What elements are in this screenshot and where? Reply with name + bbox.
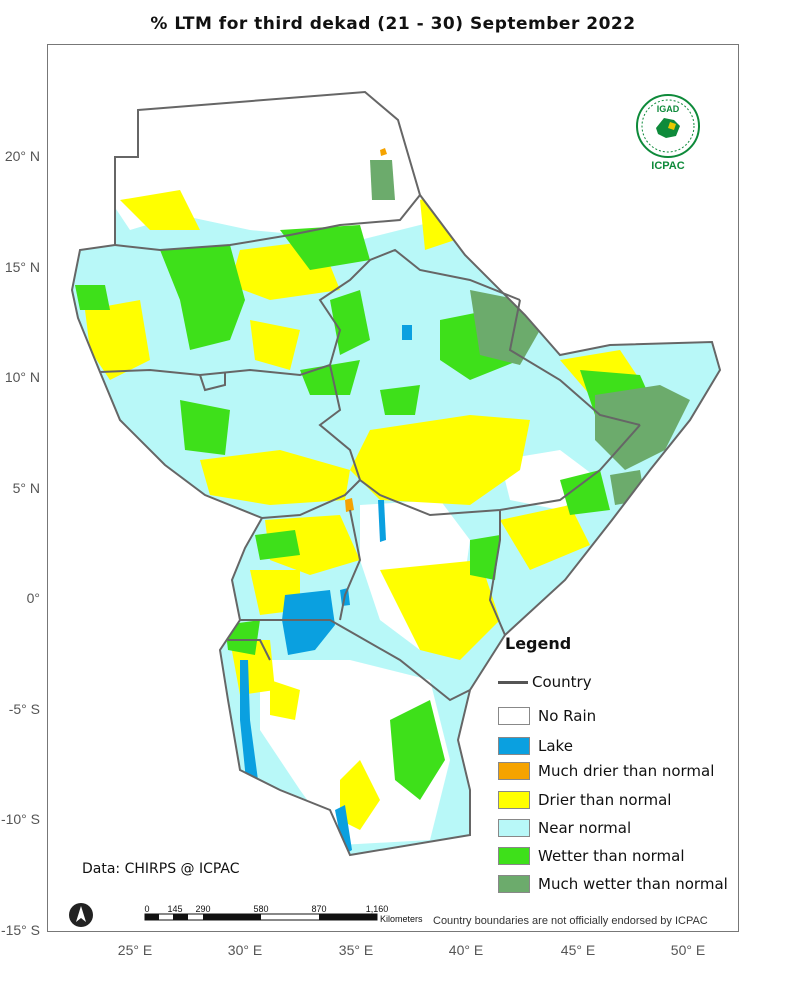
lake-victoria [282, 590, 335, 655]
drier-zone [350, 415, 530, 505]
no-rain-zone [260, 660, 450, 845]
legend-label: Wetter than normal [538, 847, 685, 865]
much-wetter-zone [370, 160, 395, 200]
wetter-zone [280, 225, 370, 270]
country-border [228, 639, 271, 661]
lat-tick: 20° N [4, 148, 40, 164]
drier-zone [85, 300, 150, 380]
scale-label: 145 [167, 904, 183, 914]
drier-zone [380, 560, 500, 660]
country-border [114, 194, 421, 252]
legend-item: No Rain [498, 706, 596, 726]
wetter-zone [330, 290, 370, 355]
lon-tick: 30° E [227, 942, 263, 958]
boundary-disclaimer: Country boundaries are not officially en… [433, 915, 708, 927]
north-arrow-icon [69, 903, 93, 927]
lon-tick: 35° E [338, 942, 374, 958]
wetter-zone [300, 360, 360, 395]
legend-item: Wetter than normal [498, 846, 685, 866]
scale-label: 0 [144, 904, 150, 914]
lake-malawi [335, 805, 352, 855]
drier-zone [250, 320, 300, 370]
legend-label: Country [532, 673, 592, 691]
legend-label: Much wetter than normal [538, 875, 728, 893]
wetter-zone [225, 620, 260, 655]
legend-label: Near normal [538, 819, 632, 837]
drier-zone [270, 680, 300, 720]
legend-label: No Rain [538, 707, 597, 725]
country-border [318, 364, 641, 517]
legend-swatch [498, 875, 530, 893]
legend-swatch [498, 737, 530, 755]
lat-tick: 5° N [12, 480, 40, 496]
map-title: % LTM for third dekad (21 - 30) Septembe… [150, 14, 636, 34]
legend-label: Much drier than normal [538, 762, 715, 780]
country-border [261, 479, 361, 519]
lon-tick: 50° E [670, 942, 706, 958]
wetter-zone [390, 700, 445, 800]
scale-label: 1,160 [365, 904, 389, 914]
legend-item: Much drier than normal [498, 761, 714, 781]
country-border [199, 372, 226, 392]
much-drier-zone [380, 148, 387, 156]
drier-zone [340, 760, 380, 830]
wetter-zone [160, 245, 245, 350]
legend-swatch [498, 791, 530, 809]
legend-label: Lake [538, 737, 573, 755]
legend-item: Lake [498, 736, 573, 756]
legend-swatch [498, 819, 530, 837]
data-source: Data: CHIRPS @ ICPAC [82, 861, 240, 877]
wetter-zone [180, 400, 230, 455]
lat-tick: -15° S [0, 922, 40, 938]
country-border [488, 510, 506, 636]
legend-item: Drier than normal [498, 790, 671, 810]
country-line-icon [498, 680, 528, 684]
lake-tana [402, 325, 412, 340]
scale-label: 870 [311, 904, 327, 914]
lat-tick: 0° [26, 590, 40, 606]
legend-swatch [498, 847, 530, 865]
lat-tick: -5° S [8, 701, 40, 717]
scale-unit: Kilometers [380, 914, 423, 924]
wetter-zone [380, 385, 420, 415]
logo-text: ICPAC [651, 160, 685, 172]
legend-label: Drier than normal [538, 791, 672, 809]
legend-item-country: Country [498, 672, 592, 692]
scale-label: 580 [253, 904, 269, 914]
igad-icpac-logo: IGAD ICPAC [634, 92, 702, 174]
legend-title: Legend [505, 634, 572, 653]
lon-tick: 45° E [560, 942, 596, 958]
legend-swatch [498, 762, 530, 780]
lat-tick: -10° S [0, 811, 40, 827]
wetter-zone [560, 470, 610, 515]
lon-tick: 25° E [117, 942, 153, 958]
lon-tick: 40° E [448, 942, 484, 958]
drier-zone [120, 190, 200, 230]
much-drier-zone [345, 498, 354, 512]
drier-zone [500, 505, 590, 570]
region-boundary [70, 90, 722, 857]
lat-tick: 15° N [4, 259, 40, 275]
country-border [240, 619, 471, 702]
country-border [99, 248, 521, 377]
wetter-zone [75, 285, 110, 310]
lake-turkana [378, 500, 386, 542]
wetter-zone [470, 535, 500, 580]
legend-swatch [498, 707, 530, 725]
drier-zone [265, 515, 360, 575]
wetter-zone [255, 530, 300, 560]
lat-tick: 10° N [4, 369, 40, 385]
scale-label: 290 [195, 904, 211, 914]
legend-item: Much wetter than normal [498, 874, 728, 894]
country-border [339, 509, 362, 621]
svg-text:IGAD: IGAD [657, 104, 680, 114]
drier-zone [200, 450, 350, 505]
no-rain-zone [110, 92, 440, 240]
legend-item: Near normal [498, 818, 631, 838]
country-border [508, 299, 641, 426]
